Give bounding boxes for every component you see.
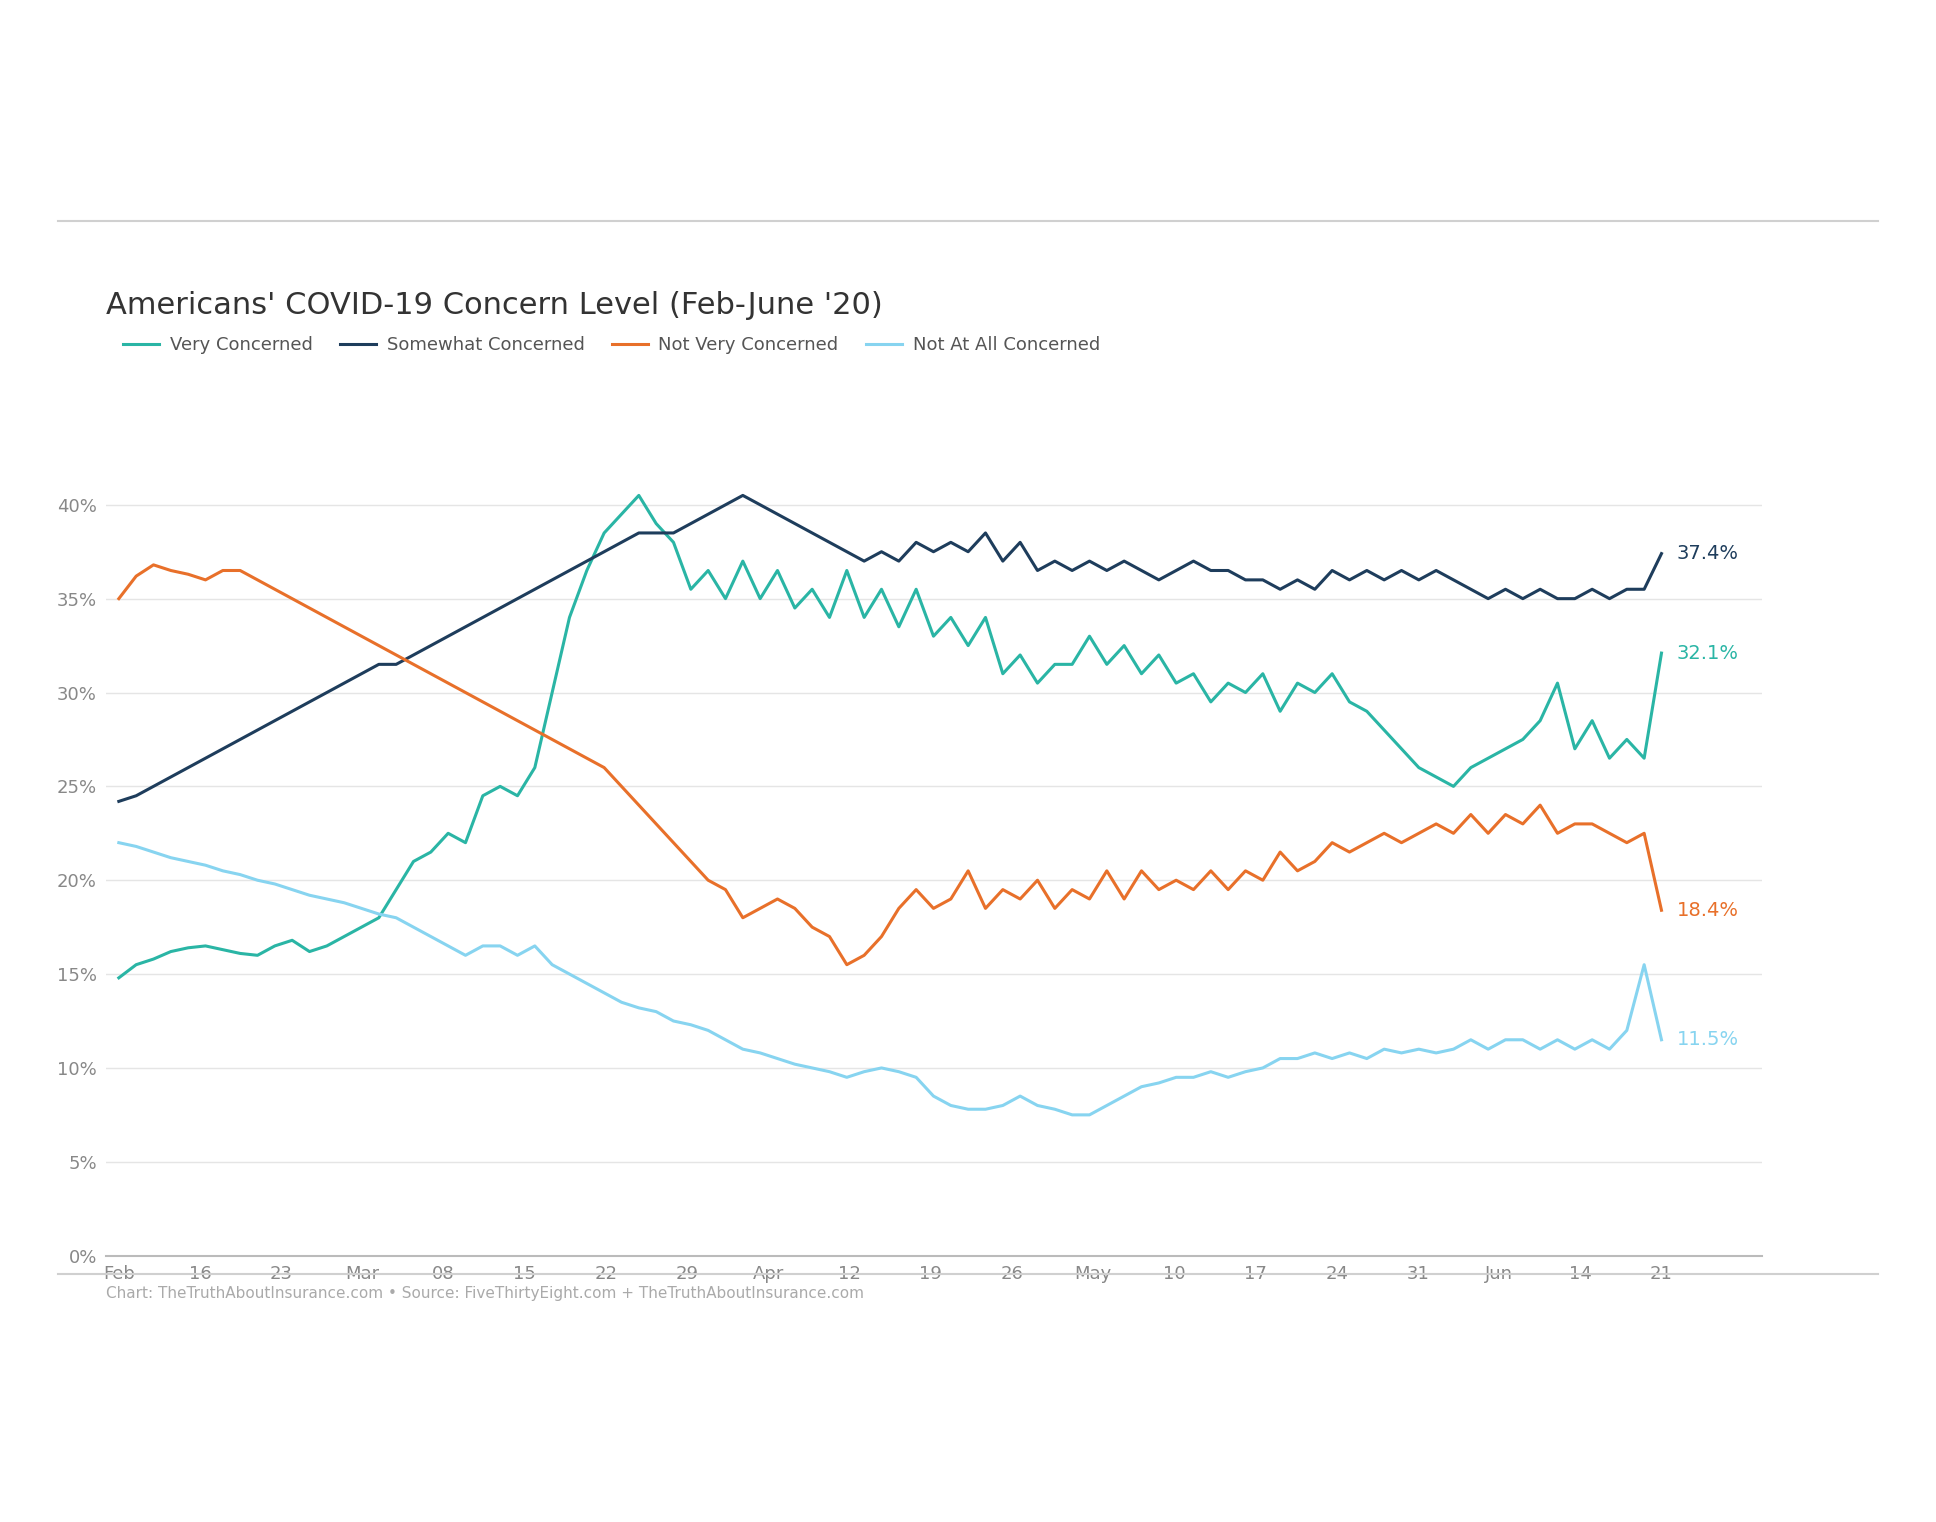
Text: Chart: TheTruthAboutInsurance.com • Source: FiveThirtyEight.com + TheTruthAboutI: Chart: TheTruthAboutInsurance.com • Sour… — [106, 1286, 865, 1301]
Text: 37.4%: 37.4% — [1677, 543, 1739, 563]
Text: 32.1%: 32.1% — [1677, 644, 1739, 662]
Text: 18.4%: 18.4% — [1677, 901, 1739, 919]
Text: 11.5%: 11.5% — [1677, 1030, 1739, 1049]
Legend: Very Concerned, Somewhat Concerned, Not Very Concerned, Not At All Concerned: Very Concerned, Somewhat Concerned, Not … — [116, 329, 1107, 361]
Text: Americans' COVID-19 Concern Level (Feb-June '20): Americans' COVID-19 Concern Level (Feb-J… — [106, 291, 883, 320]
